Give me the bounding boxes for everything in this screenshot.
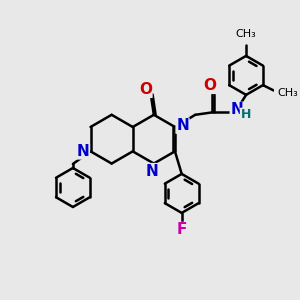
Text: N: N [146, 164, 159, 178]
Text: H: H [240, 108, 251, 121]
Text: O: O [203, 78, 216, 93]
Text: CH₃: CH₃ [278, 88, 298, 98]
Text: F: F [176, 223, 187, 238]
Text: N: N [76, 144, 89, 159]
Text: CH₃: CH₃ [236, 28, 256, 39]
Text: O: O [139, 82, 152, 97]
Text: N: N [230, 102, 243, 117]
Text: N: N [176, 118, 189, 133]
